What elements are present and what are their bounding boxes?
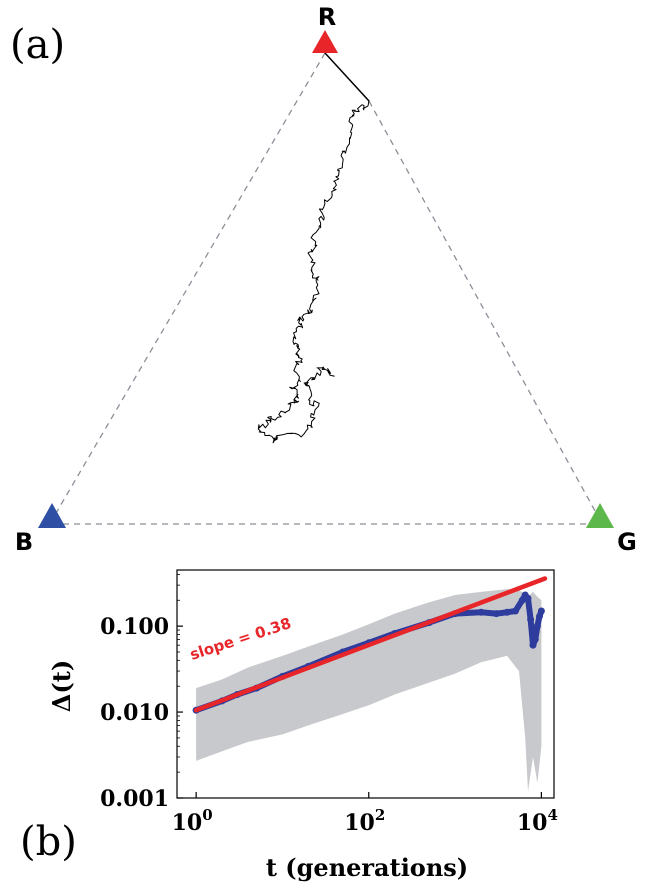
series-point	[536, 612, 543, 620]
vertex-r-marker	[312, 30, 338, 53]
x-axis-title: t (generations)	[266, 853, 468, 882]
x-tick-label: 104	[517, 806, 558, 836]
series-point	[537, 607, 545, 615]
series-point	[503, 608, 511, 616]
edge-r-g-solid-segment	[324, 52, 370, 102]
series-point	[529, 641, 537, 649]
fit-line	[193, 576, 548, 713]
plot-area	[192, 576, 548, 792]
x-axis-ticks: 100 102 104	[172, 792, 558, 836]
series-point	[527, 615, 535, 623]
x-tick-label: 102	[344, 806, 385, 836]
panel-b-label: (b)	[20, 819, 77, 865]
y-tick-label: 0.010	[100, 700, 169, 726]
edge-r-b	[51, 52, 326, 521]
vertex-b-label: B	[15, 528, 33, 556]
edge-r-g	[368, 100, 601, 521]
y-tick-label: 0.001	[100, 786, 169, 812]
y-axis-title: Δ(t)	[47, 660, 76, 712]
vertex-g-marker	[586, 503, 614, 528]
panel-a-label: (a)	[10, 22, 65, 68]
series-point	[524, 594, 532, 602]
slope-annotation: slope = 0.38	[188, 614, 294, 664]
y-tick-label: 0.100	[100, 614, 169, 640]
vertex-g-label: G	[617, 528, 637, 556]
series-point	[518, 596, 526, 604]
y-axis-ticks: 0.001 0.010 0.100	[100, 573, 183, 812]
series-point	[492, 610, 500, 618]
confidence-band	[196, 589, 542, 792]
x-tick-label: 100	[172, 806, 213, 836]
panel-a-simplex: (a) R B G	[10, 3, 637, 556]
series-point	[477, 608, 485, 616]
plot-frame	[176, 569, 555, 799]
panel-b-plot: 0.001 0.010 0.100 100 102 104 slope = 0.38 Δ…	[20, 569, 558, 882]
series-point	[533, 622, 541, 630]
series-point	[511, 607, 519, 615]
vertex-r-label: R	[318, 3, 336, 31]
random-walk-trajectory	[257, 99, 370, 444]
vertex-b-marker	[38, 503, 66, 528]
series-point	[531, 635, 539, 643]
